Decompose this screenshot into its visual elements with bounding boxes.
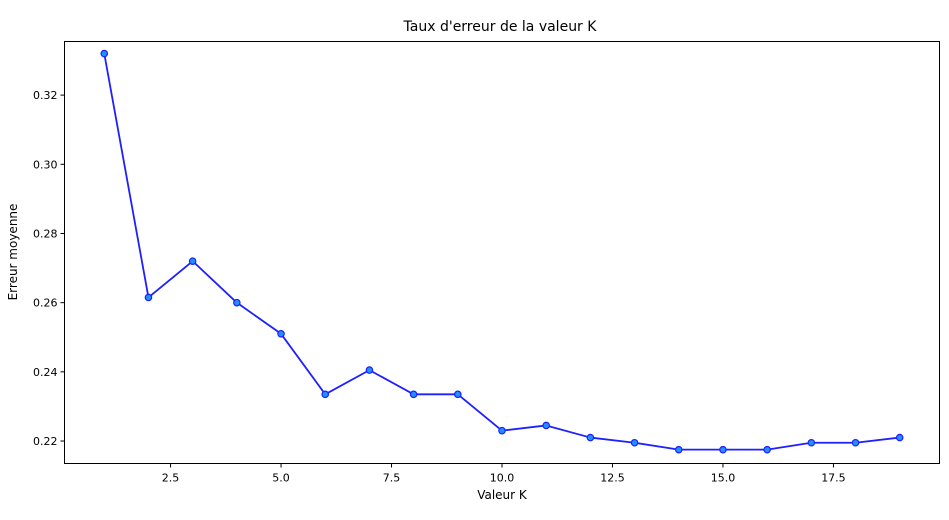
y-tick-label: 0.32 [33,89,58,102]
data-point [719,445,727,454]
data-point [542,421,550,430]
y-tick-label: 0.30 [33,158,58,171]
data-point [277,329,285,338]
y-axis-label: Erreur moyenne [6,204,20,301]
x-axis-label: Valeur K [477,488,528,502]
y-tick-label: 0.22 [33,435,58,448]
y-axis: 0.22 0.24 0.26 0.28 0.30 0.32 [33,89,65,448]
data-point [674,445,683,454]
x-tick-label: 2.5 [162,472,180,485]
data-point [454,390,462,399]
plot-area [100,49,904,454]
x-axis: 2.5 5.0 7.5 10.0 12.5 15.0 17.5 [162,463,846,485]
data-point [188,257,197,265]
plot-frame [64,41,940,464]
y-tick-label: 0.24 [33,366,58,379]
data-point [630,438,639,447]
data-point [586,433,595,442]
x-tick-label: 17.5 [821,472,846,485]
chart-title: Taux d'erreur de la valeur K [403,19,598,35]
y-tick-label: 0.28 [33,227,58,240]
data-point [498,426,506,435]
data-point [321,390,330,399]
data-point [763,445,771,454]
x-tick-label: 5.0 [272,472,290,485]
data-point [807,438,816,447]
data-point [100,49,109,58]
x-tick-label: 10.0 [490,472,515,485]
data-point [365,366,374,374]
x-tick-label: 15.0 [711,472,736,485]
y-tick-label: 0.26 [33,297,58,310]
data-point [144,293,153,302]
series-line [103,53,900,451]
x-tick-label: 12.5 [600,472,625,485]
data-point [895,433,904,442]
data-point [851,438,860,447]
data-point [233,298,241,307]
data-point [409,390,418,399]
x-tick-label: 7.5 [383,472,401,485]
